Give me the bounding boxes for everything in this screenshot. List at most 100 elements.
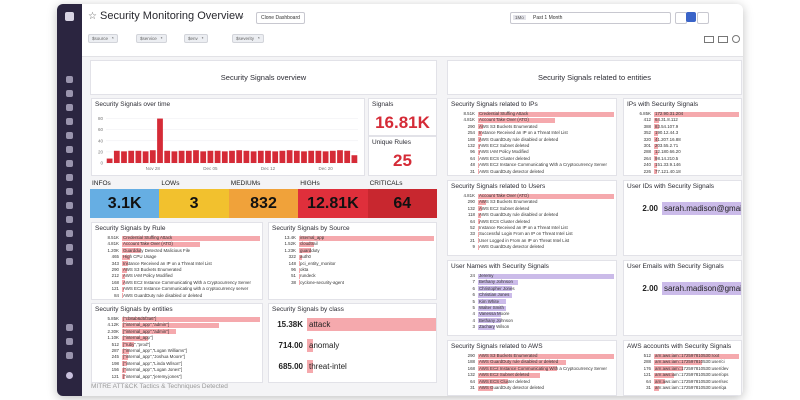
toplist-row: 33 Successful Login From an IP on Threat …	[451, 231, 613, 237]
severity-tile: 3	[159, 189, 229, 218]
toplist-row: 685.00 threat-intel	[273, 359, 433, 374]
template-variable[interactable]: $env *	[184, 34, 208, 43]
next-button[interactable]	[697, 12, 709, 24]
toplist-row: 38 cyclone-security-agent	[272, 280, 433, 286]
toplist-row: 51 rundeck	[272, 273, 433, 279]
settings-icon[interactable]	[732, 35, 740, 43]
row-bar	[122, 348, 129, 354]
row-label: internal_app	[300, 235, 325, 240]
pause-button[interactable]	[686, 12, 696, 22]
widget-title: Security Signals by Source	[272, 225, 350, 232]
tv-icon[interactable]	[704, 36, 714, 43]
row-bar	[478, 117, 555, 123]
sidebar-icon[interactable]	[66, 216, 73, 223]
template-variable[interactable]: $source *	[88, 34, 118, 43]
row-bar	[122, 374, 125, 380]
toplist-row: 1.10K ["internal_app"]	[95, 335, 259, 341]
y-tick-label: 20	[98, 149, 104, 154]
row-label: Kim White	[479, 298, 500, 304]
toplist-widget: Security Signals related to IPs 8.51K Cred…	[447, 98, 617, 176]
sidebar-icon[interactable]	[66, 202, 73, 209]
row-bar	[122, 280, 125, 286]
toplist-row: 156 ["internal_app","Logan Jones"]	[95, 367, 259, 373]
row-value: 4	[472, 311, 475, 317]
x-tick-label: Nov 28	[146, 166, 161, 171]
toplist-row: 226 77.121.40.18	[627, 169, 738, 175]
row-label: AWS EC2 Instance Communicating With a Cr…	[479, 162, 607, 168]
row-bar	[478, 366, 557, 372]
toplist-row: 15.38K attack	[273, 317, 436, 332]
sidebar-icon[interactable]	[66, 160, 73, 167]
toplist-row: 4.81K Account Take Over (ATO)	[451, 117, 613, 123]
sidebar-icon[interactable]	[66, 90, 73, 97]
query-value: 16.81K	[375, 113, 430, 132]
row-label: Instance Received an IP on a Threat Inte…	[479, 130, 568, 136]
sidebar-icon[interactable]	[66, 338, 73, 345]
row-label: AWS GuardDuty rule disabled or deleted	[479, 212, 559, 218]
title-dropdown[interactable]: ⌄	[239, 13, 245, 20]
row-bar	[122, 367, 126, 373]
row-label: AWS EC2 Instance Communicating with a cr…	[123, 286, 249, 292]
sidebar-icon[interactable]	[66, 104, 73, 111]
toplist-row: 412 64.31.8.112	[627, 117, 738, 123]
avatar[interactable]	[66, 372, 73, 379]
row-bar	[122, 261, 128, 267]
star-icon[interactable]: ☆	[88, 11, 97, 22]
row-label: Vanessa Moore	[479, 311, 510, 317]
row-bar	[299, 241, 315, 247]
sidebar-icon[interactable]	[66, 324, 73, 331]
sidebar-icon[interactable]	[66, 132, 73, 139]
row-label: 77.121.40.18	[655, 168, 681, 174]
row-bar	[478, 385, 493, 391]
row-value: 8.51K	[463, 111, 475, 116]
row-bar	[122, 267, 127, 273]
bar	[164, 150, 171, 163]
row-value: 226	[643, 168, 651, 174]
row-value: 512	[111, 341, 119, 347]
row-bar	[654, 359, 702, 365]
top-bar: ☆ Security Monitoring Overview ⌄ Clone D…	[82, 4, 743, 57]
row-label: Guardduty Detected Malicious File	[123, 247, 191, 253]
x-tick-label: Dec 12	[261, 166, 276, 171]
row-value: 5	[472, 298, 475, 304]
template-variable[interactable]: $service *	[136, 34, 167, 43]
sidebar-icon[interactable]	[66, 118, 73, 125]
clone-button[interactable]: Clone Dashboard	[256, 12, 305, 24]
toplist-row: 4.12K ["internal_app","admin"]	[95, 322, 259, 328]
bar	[344, 150, 351, 163]
toplist-row: 188 AWS GuardDuty rule disabled or delete…	[451, 137, 613, 143]
toplist-row: 121 AWS EC2 Instance Communicating with a…	[95, 286, 259, 292]
time-selector[interactable]: 1Mo Past 1 Month	[510, 12, 671, 24]
row-value: 132	[467, 143, 475, 148]
row-bar	[299, 267, 300, 273]
template-variable[interactable]: $severity *	[232, 34, 264, 43]
sidebar-icon[interactable]	[66, 352, 73, 359]
toplist-row: 121 arn:aws:iam::172597810530:user/ops	[627, 372, 738, 378]
row-label: 12.180.66.20	[655, 149, 681, 155]
row-value: 33	[470, 231, 475, 237]
sidebar-icon[interactable]	[66, 76, 73, 83]
sidebar-icon[interactable]	[66, 146, 73, 153]
row-bar	[478, 305, 507, 311]
sidebar-icon[interactable]	[65, 12, 74, 21]
row-value: 1.10K	[107, 335, 119, 341]
row-value: 6.85K	[639, 111, 651, 116]
row-value: 121	[643, 372, 651, 378]
severity-row: INFOs 3.1K LOWs 3 MEDIUMs 832 HIGHs 12.81K CRITI…	[90, 179, 437, 219]
sidebar-icon[interactable]	[66, 244, 73, 251]
toplist-row: 6 Christopher Jones	[451, 286, 613, 292]
widget-title: User IDs with Security Signals	[627, 183, 715, 190]
sidebar-icon[interactable]	[66, 258, 73, 265]
toplist-row: 288 12.180.66.20	[627, 149, 738, 155]
sidebar-icon[interactable]	[66, 174, 73, 181]
y-tick-label: 40	[98, 138, 104, 143]
row-bar	[478, 219, 480, 225]
row-bar	[478, 359, 567, 365]
toplist-row: 4 Vanessa Moore	[451, 311, 613, 317]
sidebar-icon[interactable]	[66, 188, 73, 195]
row-value: 352	[643, 130, 651, 136]
severity-value: 12.81K	[307, 195, 359, 212]
row-value: 31	[470, 168, 475, 174]
sidebar-icon[interactable]	[66, 230, 73, 237]
display-icon[interactable]	[718, 36, 728, 43]
